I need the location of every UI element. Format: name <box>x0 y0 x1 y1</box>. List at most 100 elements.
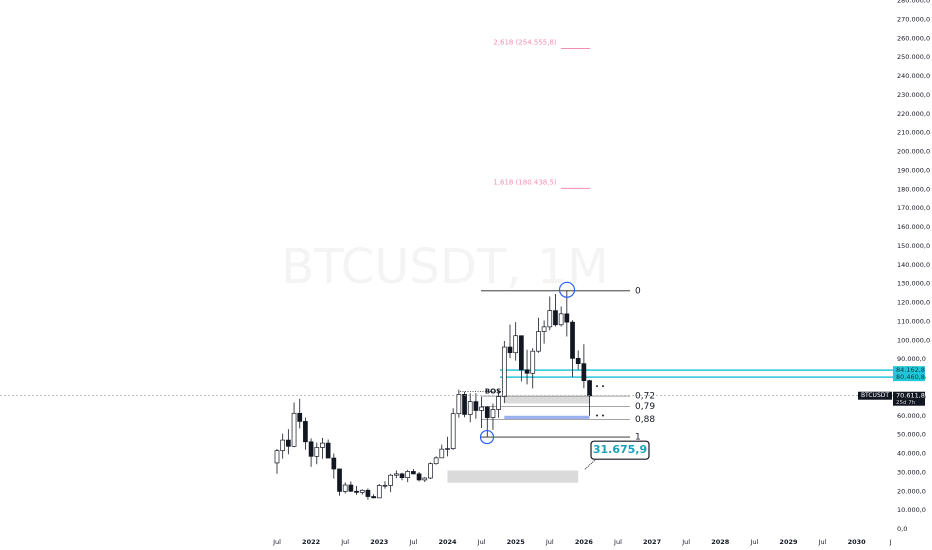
y-tick-label: 100.000,0 <box>897 336 930 344</box>
dot <box>602 385 604 388</box>
candle-body <box>393 473 399 476</box>
candle-body <box>365 489 371 497</box>
x-tick-label: Jul <box>340 538 349 546</box>
y-tick-label: 60.000,0 <box>897 412 926 420</box>
candle-body <box>382 485 388 487</box>
y-tick-label: 140.000,0 <box>897 261 930 269</box>
candle-body <box>564 313 570 323</box>
candle-body <box>467 401 473 415</box>
y-tick-label: 110.000,0 <box>897 317 930 325</box>
level-tag <box>893 373 925 382</box>
candle-body <box>342 484 348 492</box>
candle-body <box>496 396 501 410</box>
x-tick-label: Jul <box>613 538 622 546</box>
candle-body <box>558 313 564 326</box>
candle-body <box>513 335 519 354</box>
candle-body <box>303 421 308 443</box>
countdown-label: 25d 7h <box>896 400 916 406</box>
zone <box>504 415 590 419</box>
y-tick-label: 30.000,0 <box>897 468 926 476</box>
price-tag <box>893 391 925 406</box>
candle-body <box>541 326 547 332</box>
fib-label: 0,79 <box>635 402 655 412</box>
candle-body <box>456 394 462 415</box>
level-tag <box>893 366 925 375</box>
candle-body <box>428 463 433 479</box>
y-tick-label: 170.000,0 <box>897 204 930 212</box>
x-tick-label: Jul <box>545 538 554 546</box>
candle-body <box>575 358 581 365</box>
callout-label: 31.675,9 <box>593 443 647 456</box>
candle-body <box>547 310 553 328</box>
y-tick-label: 90.000,0 <box>897 355 926 363</box>
x-tick-label: 2024 <box>438 538 457 546</box>
x-tick-label: 2023 <box>370 538 388 546</box>
candle-body <box>473 401 479 411</box>
callout-pointer <box>584 457 598 470</box>
y-tick-label: 260.000,0 <box>897 34 930 42</box>
candle-body <box>376 485 382 499</box>
candle-body <box>536 331 541 352</box>
zone <box>504 396 590 404</box>
y-tick-label: 20.000,0 <box>897 487 926 495</box>
candle-body <box>325 442 331 459</box>
extension-label: 2,618 (254.555,8) <box>493 39 557 47</box>
candle-body <box>501 346 507 397</box>
callout-box <box>590 440 650 460</box>
y-tick-label: 50.000,0 <box>897 431 926 439</box>
symbol-label: BTCUSDT <box>861 392 889 399</box>
y-tick-label: 40.000,0 <box>897 450 926 458</box>
candle-body <box>348 484 354 492</box>
highlight-circle <box>558 281 576 298</box>
candle-body <box>274 450 280 464</box>
y-tick-label: 240.000,0 <box>897 72 930 80</box>
candle-body <box>553 310 558 326</box>
level-label: 80.460,8 <box>896 373 925 381</box>
x-tick-label: 2025 <box>507 538 526 546</box>
y-tick-label: 210.000,0 <box>897 129 930 137</box>
fib-label: 0,88 <box>635 415 655 425</box>
candle-body <box>320 442 325 448</box>
candle-body <box>405 471 411 479</box>
extension-label: 1,618 (180.438,5) <box>493 178 557 186</box>
x-tick-label: Jul <box>681 538 690 546</box>
y-tick-label: 250.000,0 <box>897 53 930 61</box>
x-tick-label: 2026 <box>575 538 594 546</box>
x-tick-label: Jul <box>749 538 758 546</box>
x-tick-label: Jul <box>818 538 827 546</box>
y-tick-label: 180.000,0 <box>897 185 930 193</box>
y-tick-label: 160.000,0 <box>897 223 930 231</box>
candle-body <box>388 474 394 486</box>
x-tick-label: 2027 <box>643 538 661 546</box>
candle-body <box>490 409 496 418</box>
candle-body <box>337 468 342 492</box>
candle-body <box>581 363 587 381</box>
candle-body <box>359 489 365 493</box>
x-tick-label: 2030 <box>848 538 867 546</box>
fib-label: 1 <box>635 433 641 443</box>
y-tick-label: 120.000,0 <box>897 299 930 307</box>
candle-body <box>291 412 297 447</box>
fib-label: 0,72 <box>635 392 655 402</box>
highlight-circle <box>479 429 495 445</box>
x-tick-label: 2029 <box>779 538 798 546</box>
y-tick-label: 10.000,0 <box>897 506 926 514</box>
y-tick-label: 190.000,0 <box>897 166 930 174</box>
symbol-tag <box>858 391 892 400</box>
candle-body <box>570 321 575 359</box>
candle-body <box>479 406 484 411</box>
candle-body <box>445 448 450 450</box>
bos-label: BOS <box>485 388 501 396</box>
candle-body <box>371 496 376 499</box>
candle-body <box>314 447 320 457</box>
level-label: 84.162,8 <box>896 366 925 374</box>
y-tick-label: 280.000,0 <box>897 0 930 5</box>
candle-body <box>462 394 467 415</box>
y-tick-label: 230.000,0 <box>897 91 930 99</box>
zone <box>447 470 579 483</box>
candle-body <box>524 369 530 374</box>
candle-body <box>439 448 445 459</box>
y-tick-label: 0,0 <box>897 525 907 533</box>
candle-body <box>280 439 286 452</box>
